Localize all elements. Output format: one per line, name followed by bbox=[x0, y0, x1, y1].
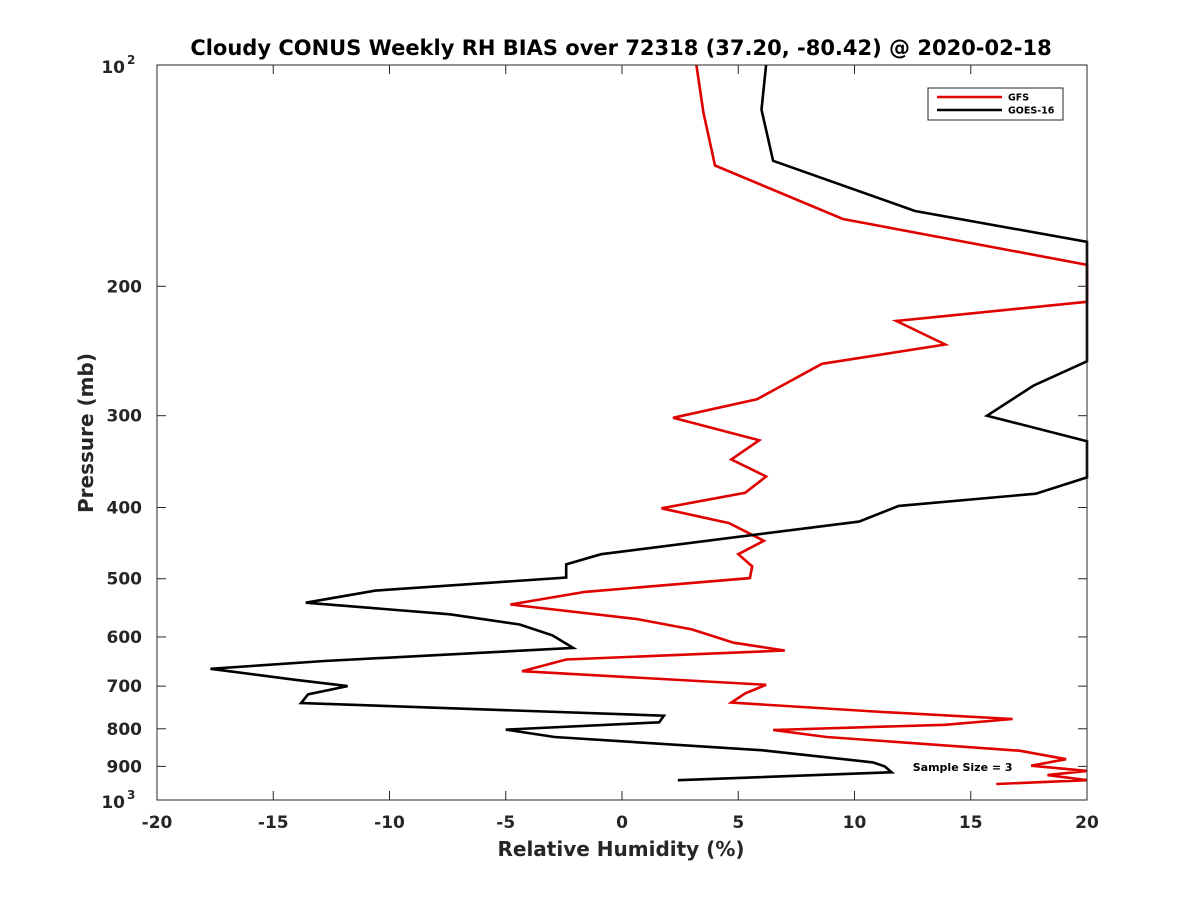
legend-label: GOES-16 bbox=[1008, 106, 1055, 117]
x-tick-label: 5 bbox=[732, 813, 744, 833]
legend: GFS GOES-16 bbox=[927, 87, 1064, 121]
x-tick-label: 10 bbox=[843, 813, 867, 833]
x-tick-label: 15 bbox=[959, 813, 983, 833]
legend-label: GFS bbox=[1008, 93, 1029, 104]
plot-area-border bbox=[156, 64, 1088, 801]
x-tick-label: 0 bbox=[616, 813, 628, 833]
annotations: Sample Size = 3 bbox=[913, 761, 1013, 774]
y-tick-label-exponent: 2 bbox=[127, 53, 135, 67]
y-tick-label: 800 bbox=[107, 720, 143, 740]
y-tick-label: 900 bbox=[107, 757, 143, 777]
y-tick-label-exponent: 3 bbox=[127, 788, 135, 802]
y-tick-label: 10 2 bbox=[101, 53, 135, 78]
y-tick-label: 300 bbox=[107, 407, 143, 427]
y-tick-label-base: 10 bbox=[101, 793, 125, 813]
y-tick-label: 10 3 bbox=[101, 788, 135, 813]
x-tick-label: -20 bbox=[142, 813, 173, 833]
chart-title: Cloudy CONUS Weekly RH BIAS over 72318 (… bbox=[190, 36, 1051, 60]
y-tick-label: 700 bbox=[107, 677, 143, 697]
x-tick-label: -10 bbox=[374, 813, 405, 833]
series-line-gfs bbox=[510, 64, 1089, 786]
y-tick-label: 400 bbox=[107, 499, 143, 519]
sample-size-annotation: Sample Size = 3 bbox=[913, 761, 1013, 774]
x-tick-label: 20 bbox=[1075, 813, 1099, 833]
x-axis-label: Relative Humidity (%) bbox=[497, 837, 744, 861]
y-tick-label: 200 bbox=[107, 277, 143, 297]
legend-box bbox=[927, 87, 1064, 121]
series-line-goes-16 bbox=[210, 64, 1089, 782]
x-axis: -20 -15 -10 -5 0 5 10 15 20 bbox=[142, 65, 1099, 833]
y-axis-label: Pressure (mb) bbox=[74, 353, 98, 513]
x-tick-label: -5 bbox=[496, 813, 515, 833]
y-tick-label-base: 10 bbox=[101, 58, 125, 78]
x-tick-label: -15 bbox=[258, 813, 289, 833]
y-tick-label: 600 bbox=[107, 628, 143, 648]
series-layer bbox=[210, 64, 1089, 786]
y-tick-label: 500 bbox=[107, 570, 143, 590]
